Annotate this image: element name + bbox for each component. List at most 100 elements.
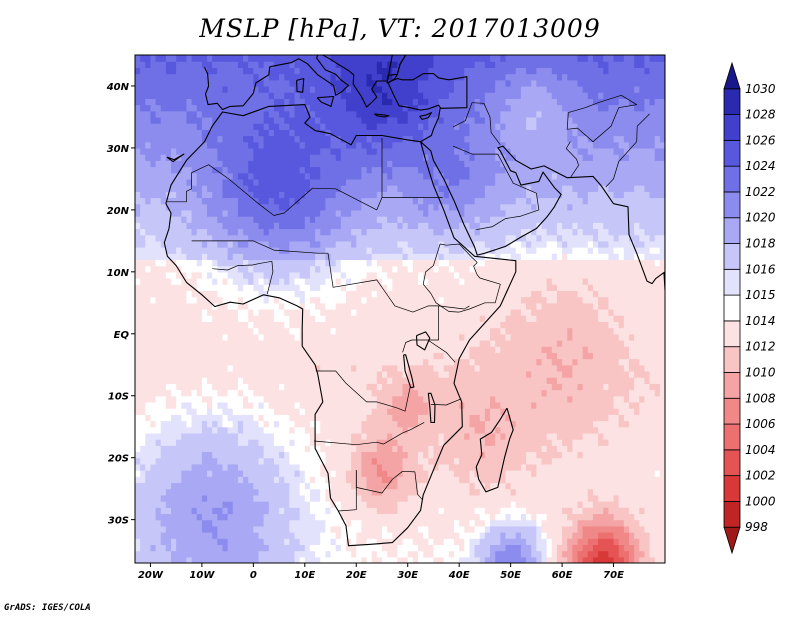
pressure-cell bbox=[140, 426, 146, 434]
pressure-cell bbox=[397, 420, 404, 428]
pressure-cell bbox=[304, 79, 311, 87]
pressure-cell bbox=[335, 476, 342, 484]
pressure-cell bbox=[258, 154, 265, 161]
pressure-cell bbox=[176, 234, 182, 242]
pressure-cell bbox=[345, 309, 352, 316]
pressure-cell bbox=[412, 538, 419, 546]
pressure-cell bbox=[160, 346, 167, 353]
pressure-cell bbox=[243, 439, 249, 446]
pressure-cell bbox=[381, 172, 388, 180]
pressure-cell bbox=[222, 377, 229, 384]
pressure-cell bbox=[165, 129, 172, 137]
pressure-cell bbox=[412, 92, 419, 99]
pressure-cell bbox=[392, 395, 399, 403]
pressure-cell bbox=[433, 550, 440, 558]
pressure-cell bbox=[433, 470, 440, 477]
pressure-cell bbox=[232, 116, 239, 124]
pressure-cell bbox=[284, 296, 290, 304]
pressure-cell bbox=[171, 501, 177, 508]
pressure-cell bbox=[135, 451, 141, 459]
pressure-cell bbox=[387, 85, 393, 93]
pressure-cell bbox=[227, 457, 234, 465]
pressure-cell bbox=[196, 463, 203, 471]
pressure-cell bbox=[279, 383, 285, 391]
pressure-cell bbox=[145, 414, 152, 422]
pressure-cell bbox=[438, 532, 445, 539]
pressure-cell bbox=[248, 457, 254, 465]
pressure-cell bbox=[340, 73, 347, 81]
pressure-cell bbox=[217, 116, 224, 124]
pressure-cell bbox=[145, 55, 152, 62]
pressure-cell bbox=[140, 333, 146, 341]
pressure-cell bbox=[222, 166, 229, 174]
pressure-cell bbox=[171, 253, 177, 261]
pressure-cell bbox=[309, 247, 316, 254]
pressure-cell bbox=[212, 488, 218, 496]
pressure-cell bbox=[212, 327, 218, 335]
pressure-cell bbox=[412, 346, 419, 353]
pressure-cell bbox=[361, 203, 368, 211]
pressure-cell bbox=[330, 414, 337, 422]
pressure-cell bbox=[371, 445, 378, 453]
pressure-cell bbox=[227, 451, 234, 459]
pressure-cell bbox=[412, 321, 419, 329]
pressure-cell bbox=[397, 278, 404, 285]
pressure-cell bbox=[155, 544, 162, 552]
pressure-cell bbox=[150, 339, 157, 347]
pressure-cell bbox=[351, 203, 357, 211]
pressure-cell bbox=[212, 346, 218, 353]
pressure-cell bbox=[418, 538, 424, 546]
pressure-cell bbox=[443, 476, 450, 484]
pressure-cell bbox=[387, 488, 393, 496]
pressure-cell bbox=[243, 265, 249, 273]
pressure-cell bbox=[407, 290, 414, 298]
pressure-cell bbox=[196, 383, 203, 391]
pressure-cell bbox=[248, 476, 254, 484]
pressure-cell bbox=[258, 315, 265, 322]
pressure-cell bbox=[273, 463, 280, 471]
pressure-cell bbox=[397, 370, 404, 378]
pressure-cell bbox=[243, 432, 249, 440]
pressure-cell bbox=[160, 544, 167, 552]
pressure-cell bbox=[186, 457, 193, 465]
pressure-cell bbox=[438, 352, 445, 360]
pressure-cell bbox=[212, 123, 218, 130]
pressure-cell bbox=[207, 364, 213, 372]
pressure-cell bbox=[145, 178, 152, 186]
pressure-cell bbox=[356, 451, 363, 459]
pressure-cell bbox=[433, 79, 440, 87]
pressure-cell bbox=[335, 408, 342, 415]
pressure-cell bbox=[243, 352, 249, 360]
pressure-cell bbox=[402, 154, 409, 161]
pressure-cell bbox=[366, 228, 373, 236]
pressure-cell bbox=[392, 98, 399, 106]
pressure-cell bbox=[227, 401, 234, 409]
pressure-cell bbox=[387, 333, 393, 341]
pressure-cell bbox=[263, 98, 270, 106]
pressure-cell bbox=[325, 141, 332, 149]
pressure-cell bbox=[145, 129, 152, 137]
pressure-cell bbox=[438, 426, 445, 434]
pressure-cell bbox=[387, 550, 393, 558]
pressure-cell bbox=[135, 98, 141, 106]
pressure-cell bbox=[273, 414, 280, 422]
pressure-cell bbox=[376, 135, 383, 143]
pressure-cell bbox=[284, 284, 290, 292]
pressure-cell bbox=[155, 216, 162, 223]
pressure-cell bbox=[325, 296, 332, 304]
pressure-cell bbox=[366, 401, 373, 409]
pressure-cell bbox=[273, 228, 280, 236]
pressure-cell bbox=[176, 135, 182, 143]
pressure-cell bbox=[165, 296, 172, 304]
pressure-cell bbox=[392, 432, 399, 440]
pressure-cell bbox=[191, 501, 198, 508]
pressure-cell bbox=[273, 333, 280, 341]
pressure-cell bbox=[423, 550, 429, 558]
pressure-cell bbox=[309, 259, 316, 267]
pressure-cell bbox=[201, 92, 208, 99]
pressure-cell bbox=[289, 352, 296, 360]
pressure-cell bbox=[171, 55, 177, 62]
pressure-cell bbox=[351, 488, 357, 496]
pressure-cell bbox=[232, 457, 239, 465]
